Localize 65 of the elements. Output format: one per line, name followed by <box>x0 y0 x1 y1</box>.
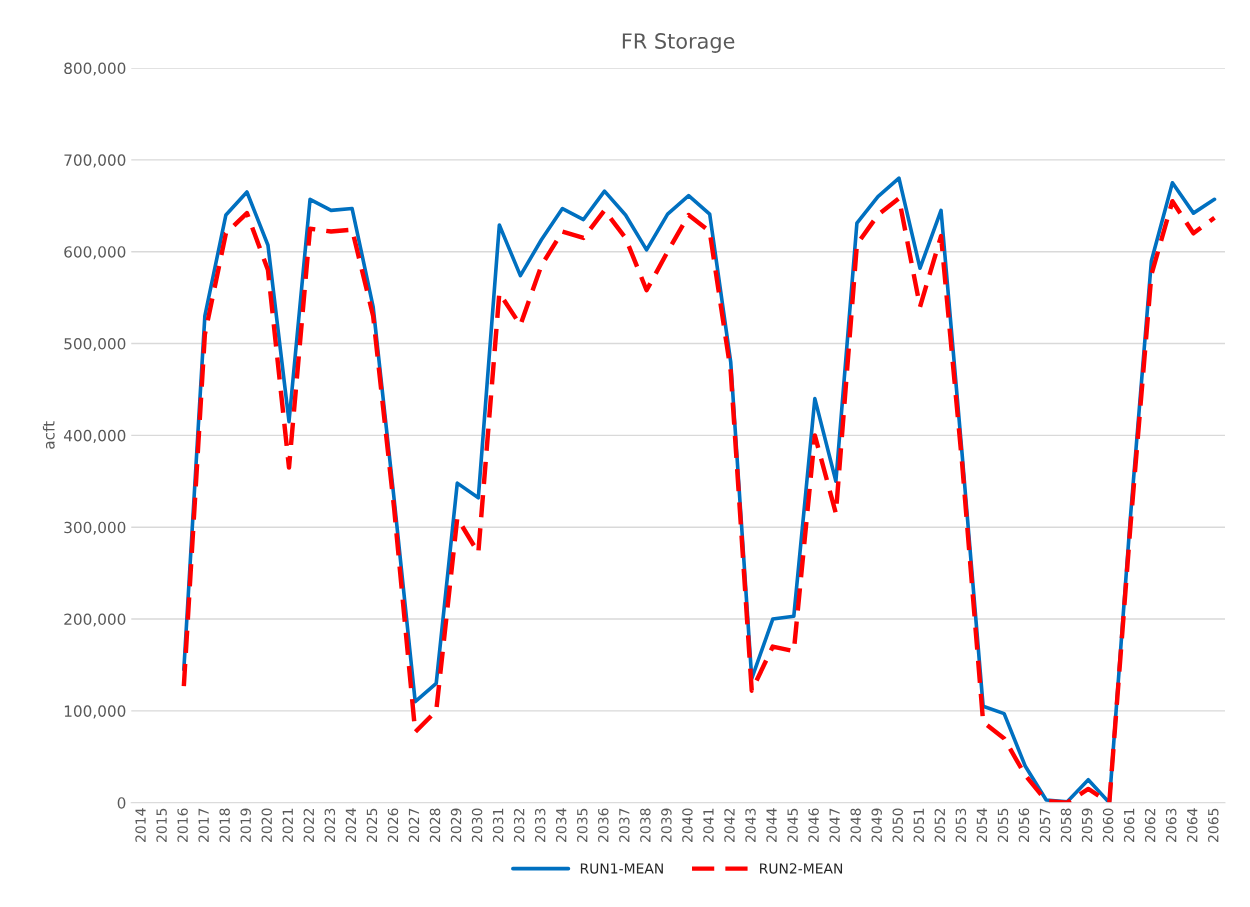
x-tick-label: 2052 <box>934 808 946 842</box>
x-tick-label: 2044 <box>766 808 777 842</box>
x-tick-label: 2035 <box>577 808 588 842</box>
y-tick-label: 700,000 <box>64 154 126 168</box>
x-tick-label: 2057 <box>1039 808 1051 842</box>
x-tick-label: 2025 <box>366 808 378 842</box>
y-tick-label: 200,000 <box>64 613 126 627</box>
x-tick-label: 2049 <box>871 808 882 842</box>
x-tick-label: 2017 <box>198 808 209 842</box>
y-tick-label: 100,000 <box>64 705 126 719</box>
x-tick-label: 2039 <box>661 808 672 842</box>
x-tick-label: 2058 <box>1060 808 1072 842</box>
x-tick-label: 2053 <box>955 808 967 842</box>
x-tick-label: 2054 <box>976 808 988 842</box>
y-tick-label: 0 <box>117 797 126 809</box>
x-tick-label: 2015 <box>156 808 167 842</box>
x-tick-label: 2047 <box>829 808 840 842</box>
x-tick-label: 2034 <box>555 808 567 842</box>
chart-title: FR Storage <box>622 33 735 53</box>
x-tick-label: 2014 <box>135 808 146 842</box>
x-tick-label: 2033 <box>534 808 546 842</box>
x-tick-label: 2024 <box>345 808 357 842</box>
x-tick-label: 2063 <box>1165 808 1177 842</box>
y-tick-label: 400,000 <box>63 429 126 443</box>
x-tick-label: 2062 <box>1144 808 1156 842</box>
x-tick-label: 2040 <box>682 808 693 842</box>
x-tick-label: 2046 <box>808 808 819 842</box>
y-tick-label: 600,000 <box>64 246 126 260</box>
x-tick-label: 2055 <box>997 808 1009 842</box>
x-tick-label: 2027 <box>408 808 420 842</box>
x-tick-label: 2030 <box>471 808 483 842</box>
x-tick-label: 2029 <box>450 808 462 842</box>
x-tick-label: 2041 <box>703 808 714 842</box>
x-tick-label: 2051 <box>913 808 925 842</box>
x-tick-label: 2031 <box>492 808 504 842</box>
x-tick-label: 2064 <box>1186 808 1198 842</box>
x-tick-label: 2023 <box>324 808 336 842</box>
x-tick-label: 2042 <box>724 808 735 842</box>
x-tick-label: 2065 <box>1208 808 1219 842</box>
x-tick-label: 2032 <box>513 808 525 842</box>
x-tick-label: 2048 <box>850 808 861 842</box>
x-tick-label: 2038 <box>640 808 651 842</box>
x-tick-label: 2019 <box>240 808 251 842</box>
legend-label: RUN2-MEAN <box>760 863 843 874</box>
x-tick-label: 2060 <box>1102 808 1114 842</box>
y-axis-title: acft <box>42 421 55 449</box>
x-tick-label: 2018 <box>219 808 230 842</box>
x-tick-label: 2036 <box>598 808 609 842</box>
x-tick-label: 2061 <box>1123 808 1135 842</box>
x-tick-label: 2026 <box>387 808 399 842</box>
x-tick-label: 2022 <box>303 808 315 842</box>
x-tick-label: 2037 <box>619 808 630 842</box>
y-tick-label: 500,000 <box>64 337 126 352</box>
x-tick-label: 2045 <box>787 808 798 842</box>
y-tick-label: 800,000 <box>64 62 126 76</box>
x-tick-label: 2050 <box>892 808 904 842</box>
x-tick-label: 2043 <box>745 808 756 842</box>
x-tick-label: 2028 <box>429 808 441 842</box>
legend-label: RUN1-MEAN <box>580 863 663 874</box>
x-tick-label: 2056 <box>1018 808 1030 842</box>
x-tick-label: 2016 <box>177 808 188 842</box>
x-tick-label: 2059 <box>1081 808 1093 842</box>
x-tick-label: 2021 <box>282 808 294 842</box>
y-tick-label: 300,000 <box>64 521 126 535</box>
x-tick-label: 2020 <box>261 808 272 842</box>
